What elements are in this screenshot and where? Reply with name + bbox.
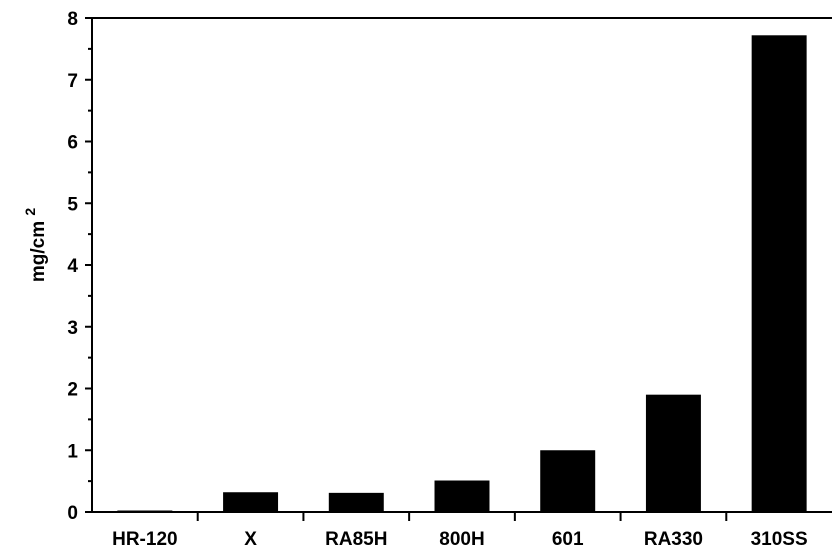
x-tick-label: 800H xyxy=(439,529,484,550)
y-tick-label: 8 xyxy=(67,9,78,30)
y-tick-label: 4 xyxy=(67,256,78,277)
bar-ra330 xyxy=(645,394,701,512)
bar-hr-120 xyxy=(117,510,173,512)
y-axis-label-superscript: 2 xyxy=(22,208,38,216)
bars-group xyxy=(117,35,807,512)
x-tick-label: X xyxy=(244,529,257,550)
y-axis-label: mg/cm 2 xyxy=(22,208,49,283)
y-tick-label: 7 xyxy=(67,71,78,92)
x-tick-label: RA330 xyxy=(644,529,703,550)
y-tick-label: 2 xyxy=(67,380,78,401)
bar-601 xyxy=(540,450,596,512)
y-tick-label: 6 xyxy=(67,133,78,154)
y-tick-label: 5 xyxy=(67,194,78,215)
y-axis: 0 1 2 3 4 5 6 7 8 xyxy=(67,9,92,524)
y-tick-label: 3 xyxy=(67,318,78,339)
x-axis: HR-120 X RA85H 800H 601 RA330 310SS xyxy=(112,512,808,550)
y-tick-label: 1 xyxy=(67,441,78,462)
x-tick-label: RA85H xyxy=(325,529,387,550)
x-tick-label: HR-120 xyxy=(112,529,177,550)
bar-x xyxy=(223,492,279,512)
x-tick-label: 601 xyxy=(552,529,584,550)
bar-310ss xyxy=(751,35,807,512)
x-tick-label: 310SS xyxy=(751,529,808,550)
bar-ra85h xyxy=(328,492,384,512)
y-axis-label-text: mg/cm xyxy=(28,221,49,282)
y-tick-label: 0 xyxy=(67,503,78,524)
bar-800h xyxy=(434,480,490,512)
plot-frame xyxy=(91,17,832,513)
